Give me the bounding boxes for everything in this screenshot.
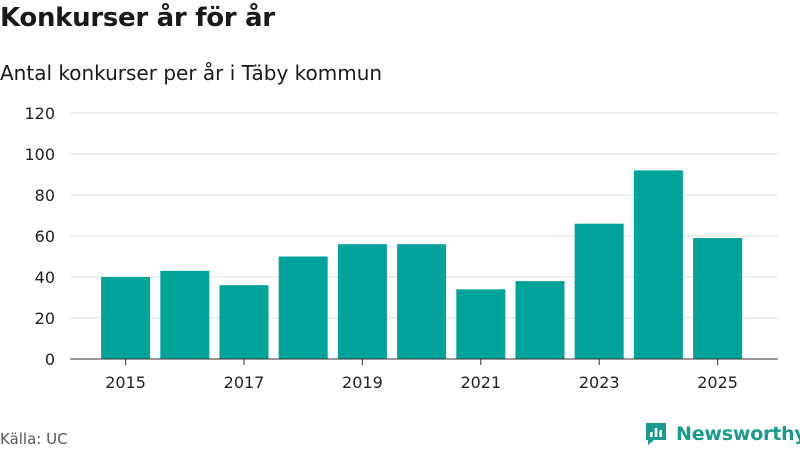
bar-2022[interactable]: [515, 281, 565, 359]
y-tick-label: 120: [24, 104, 55, 123]
x-tick-label: 2015: [105, 373, 146, 392]
y-tick-label: 0: [45, 350, 55, 369]
x-tick-label: 2023: [579, 373, 620, 392]
x-axis: [70, 358, 778, 365]
x-tick-label: 2021: [460, 373, 501, 392]
x-tick-label: 2017: [224, 373, 265, 392]
brand-name: Newsworthy: [676, 423, 800, 445]
y-axis-labels: 0 20 40 60 80 100 120: [24, 104, 55, 369]
bar-2017[interactable]: [219, 285, 269, 359]
newsworthy-logo-icon: [646, 423, 666, 445]
bar-2020[interactable]: [397, 244, 447, 359]
bar-2018[interactable]: [278, 256, 328, 360]
bar-2021[interactable]: [456, 289, 506, 359]
y-tick-label: 20: [35, 309, 55, 328]
bar-2019[interactable]: [337, 244, 387, 359]
y-tick-label: 40: [35, 268, 55, 287]
bar-2016[interactable]: [160, 270, 210, 359]
x-tick-label: 2025: [697, 373, 738, 392]
x-tick-label: 2019: [342, 373, 383, 392]
y-tick-label: 80: [35, 186, 55, 205]
chart-title: Konkurser år för år: [0, 3, 275, 33]
bar-2024[interactable]: [633, 170, 683, 359]
x-axis-labels: 2015 2017 2019 2021 2023 2025: [105, 373, 738, 392]
bars: [101, 170, 743, 360]
y-tick-label: 100: [24, 145, 55, 164]
source-note: Källa: UC: [0, 430, 68, 448]
bar-2025[interactable]: [693, 238, 743, 359]
chart-subtitle: Antal konkurser per år i Täby kommun: [0, 61, 383, 85]
brand-logo[interactable]: Newsworthy: [644, 421, 800, 447]
y-tick-label: 60: [35, 227, 55, 246]
bar-2023[interactable]: [574, 223, 624, 359]
bar-2015[interactable]: [101, 277, 151, 359]
